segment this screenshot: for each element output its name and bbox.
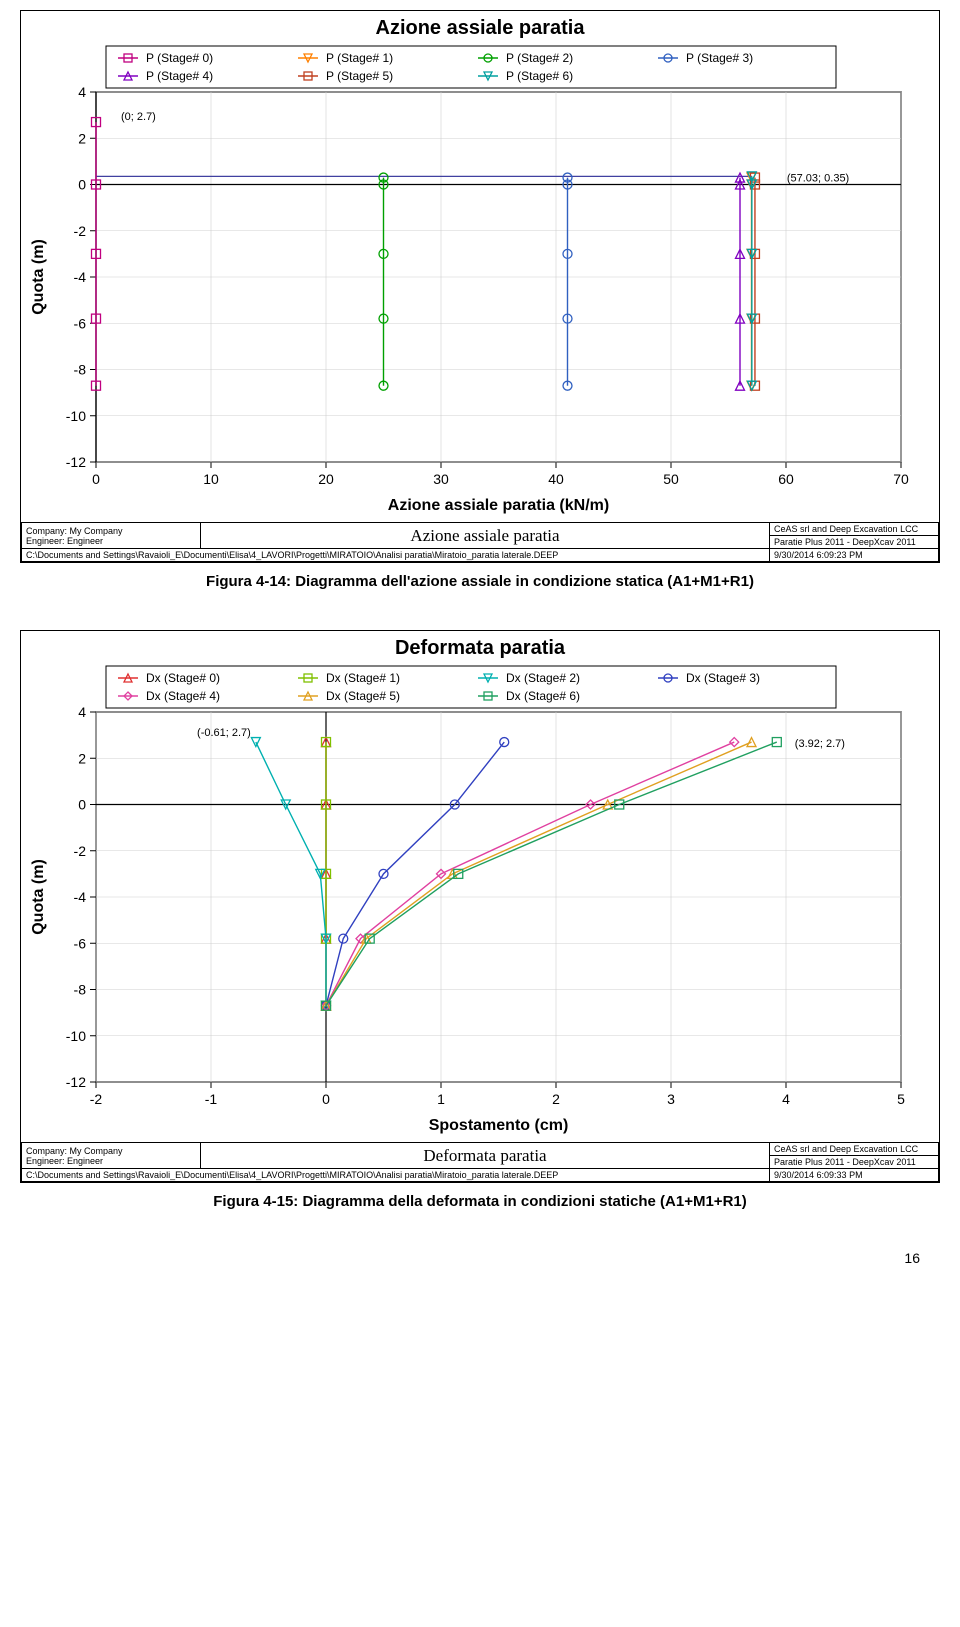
svg-text:(3.92; 2.7): (3.92; 2.7) [795, 738, 845, 750]
svg-text:Dx (Stage# 3): Dx (Stage# 3) [686, 671, 760, 685]
svg-text:-2: -2 [74, 223, 87, 239]
chart-1-info-title: Azione assiale paratia [201, 523, 770, 549]
footer-right1-2: CeAS srl and Deep Excavation LCC [770, 1143, 939, 1156]
svg-text:-1: -1 [205, 1091, 218, 1107]
footer-path: C:\Documents and Settings\Ravaioli_E\Doc… [22, 549, 770, 562]
svg-text:5: 5 [897, 1091, 905, 1107]
chart-2-plot: -2-1012345-12-10-8-6-4-2024Spostamento (… [21, 662, 939, 1142]
svg-text:Dx (Stage# 2): Dx (Stage# 2) [506, 671, 580, 685]
page-number: 16 [0, 1250, 960, 1286]
company-label: Company: My Company [26, 526, 196, 536]
svg-text:0: 0 [78, 797, 86, 813]
svg-text:0: 0 [78, 177, 86, 193]
footer-right2-2: Paratie Plus 2011 - DeepXcav 2011 [770, 1156, 939, 1169]
figure-2-caption: Figura 4-15: Diagramma della deformata i… [0, 1193, 960, 1210]
chart-1-plot: 0 10 20 30 40 50 60 70 -12 -10 -8 -6 -4 -2 0 2 4 Azione a… [21, 42, 939, 522]
svg-text:P (Stage# 0): P (Stage# 0) [146, 51, 213, 65]
svg-text:P (Stage# 1): P (Stage# 1) [326, 51, 393, 65]
chart-2-info-table: Company: My Company Engineer: Engineer D… [21, 1142, 939, 1182]
svg-text:-10: -10 [66, 1028, 86, 1044]
svg-text:2: 2 [552, 1091, 560, 1107]
svg-text:3: 3 [667, 1091, 675, 1107]
svg-text:-10: -10 [66, 408, 86, 424]
figure-2-container: Deformata paratia -2-1012345-12-10-8-6-4… [20, 630, 940, 1183]
svg-text:50: 50 [663, 471, 679, 487]
svg-text:4: 4 [78, 84, 86, 100]
svg-text:Dx (Stage# 6): Dx (Stage# 6) [506, 689, 580, 703]
chart-2-info-title: Deformata paratia [201, 1143, 770, 1169]
svg-text:60: 60 [778, 471, 794, 487]
svg-text:30: 30 [433, 471, 449, 487]
svg-text:Quota (m): Quota (m) [30, 239, 47, 315]
svg-text:20: 20 [318, 471, 334, 487]
svg-text:-8: -8 [74, 362, 87, 378]
footer-timestamp: 9/30/2014 6:09:23 PM [770, 549, 939, 562]
svg-text:Azione assiale paratia (kN/m): Azione assiale paratia (kN/m) [388, 497, 609, 514]
svg-text:40: 40 [548, 471, 564, 487]
svg-text:0: 0 [92, 471, 100, 487]
svg-text:4: 4 [782, 1091, 790, 1107]
figure-1-caption: Figura 4-14: Diagramma dell'azione assia… [0, 573, 960, 590]
svg-text:-8: -8 [74, 982, 87, 998]
svg-text:0: 0 [322, 1091, 330, 1107]
chart-2-svg: -2-1012345-12-10-8-6-4-2024Spostamento (… [21, 662, 921, 1142]
svg-text:-6: -6 [74, 935, 87, 951]
chart-1-svg: 0 10 20 30 40 50 60 70 -12 -10 -8 -6 -4 -2 0 2 4 Azione a… [21, 42, 921, 522]
footer-path-2: C:\Documents and Settings\Ravaioli_E\Doc… [22, 1169, 770, 1182]
figure-1-container: Azione assiale paratia 010203040506070-1… [20, 10, 940, 563]
svg-text:(0; 2.7): (0; 2.7) [121, 111, 156, 123]
chart-1-title: Azione assiale paratia [21, 11, 939, 42]
chart-1-info-table: Company: My Company Engineer: Engineer A… [21, 522, 939, 562]
engineer-label-2: Engineer: Engineer [26, 1156, 196, 1166]
svg-text:Dx (Stage# 5): Dx (Stage# 5) [326, 689, 400, 703]
company-label-2: Company: My Company [26, 1146, 196, 1156]
svg-text:Dx (Stage# 0): Dx (Stage# 0) [146, 671, 220, 685]
svg-text:P (Stage# 5): P (Stage# 5) [326, 69, 393, 83]
svg-text:Spostamento (cm): Spostamento (cm) [429, 1117, 569, 1134]
svg-text:-6: -6 [74, 315, 87, 331]
svg-text:70: 70 [893, 471, 909, 487]
svg-text:2: 2 [78, 750, 86, 766]
chart-2-title: Deformata paratia [21, 631, 939, 662]
svg-text:(-0.61; 2.7): (-0.61; 2.7) [197, 727, 251, 739]
footer-timestamp-2: 9/30/2014 6:09:33 PM [770, 1169, 939, 1182]
svg-text:4: 4 [78, 704, 86, 720]
svg-text:P (Stage# 6): P (Stage# 6) [506, 69, 573, 83]
svg-text:P (Stage# 4): P (Stage# 4) [146, 69, 213, 83]
svg-text:Dx (Stage# 1): Dx (Stage# 1) [326, 671, 400, 685]
svg-text:-2: -2 [90, 1091, 103, 1107]
svg-text:Dx (Stage# 4): Dx (Stage# 4) [146, 689, 220, 703]
svg-text:10: 10 [203, 471, 219, 487]
svg-text:-12: -12 [66, 454, 86, 470]
svg-text:-12: -12 [66, 1074, 86, 1090]
footer-right1: CeAS srl and Deep Excavation LCC [770, 523, 939, 536]
engineer-label: Engineer: Engineer [26, 536, 196, 546]
svg-text:Quota (m): Quota (m) [30, 859, 47, 935]
svg-text:(57.03; 0.35): (57.03; 0.35) [787, 172, 849, 184]
footer-right2: Paratie Plus 2011 - DeepXcav 2011 [770, 536, 939, 549]
svg-text:P (Stage# 2): P (Stage# 2) [506, 51, 573, 65]
svg-text:2: 2 [78, 130, 86, 146]
svg-text:1: 1 [437, 1091, 445, 1107]
svg-text:-4: -4 [74, 889, 87, 905]
svg-text:P (Stage# 3): P (Stage# 3) [686, 51, 753, 65]
svg-text:-2: -2 [74, 843, 87, 859]
svg-text:-4: -4 [74, 269, 87, 285]
